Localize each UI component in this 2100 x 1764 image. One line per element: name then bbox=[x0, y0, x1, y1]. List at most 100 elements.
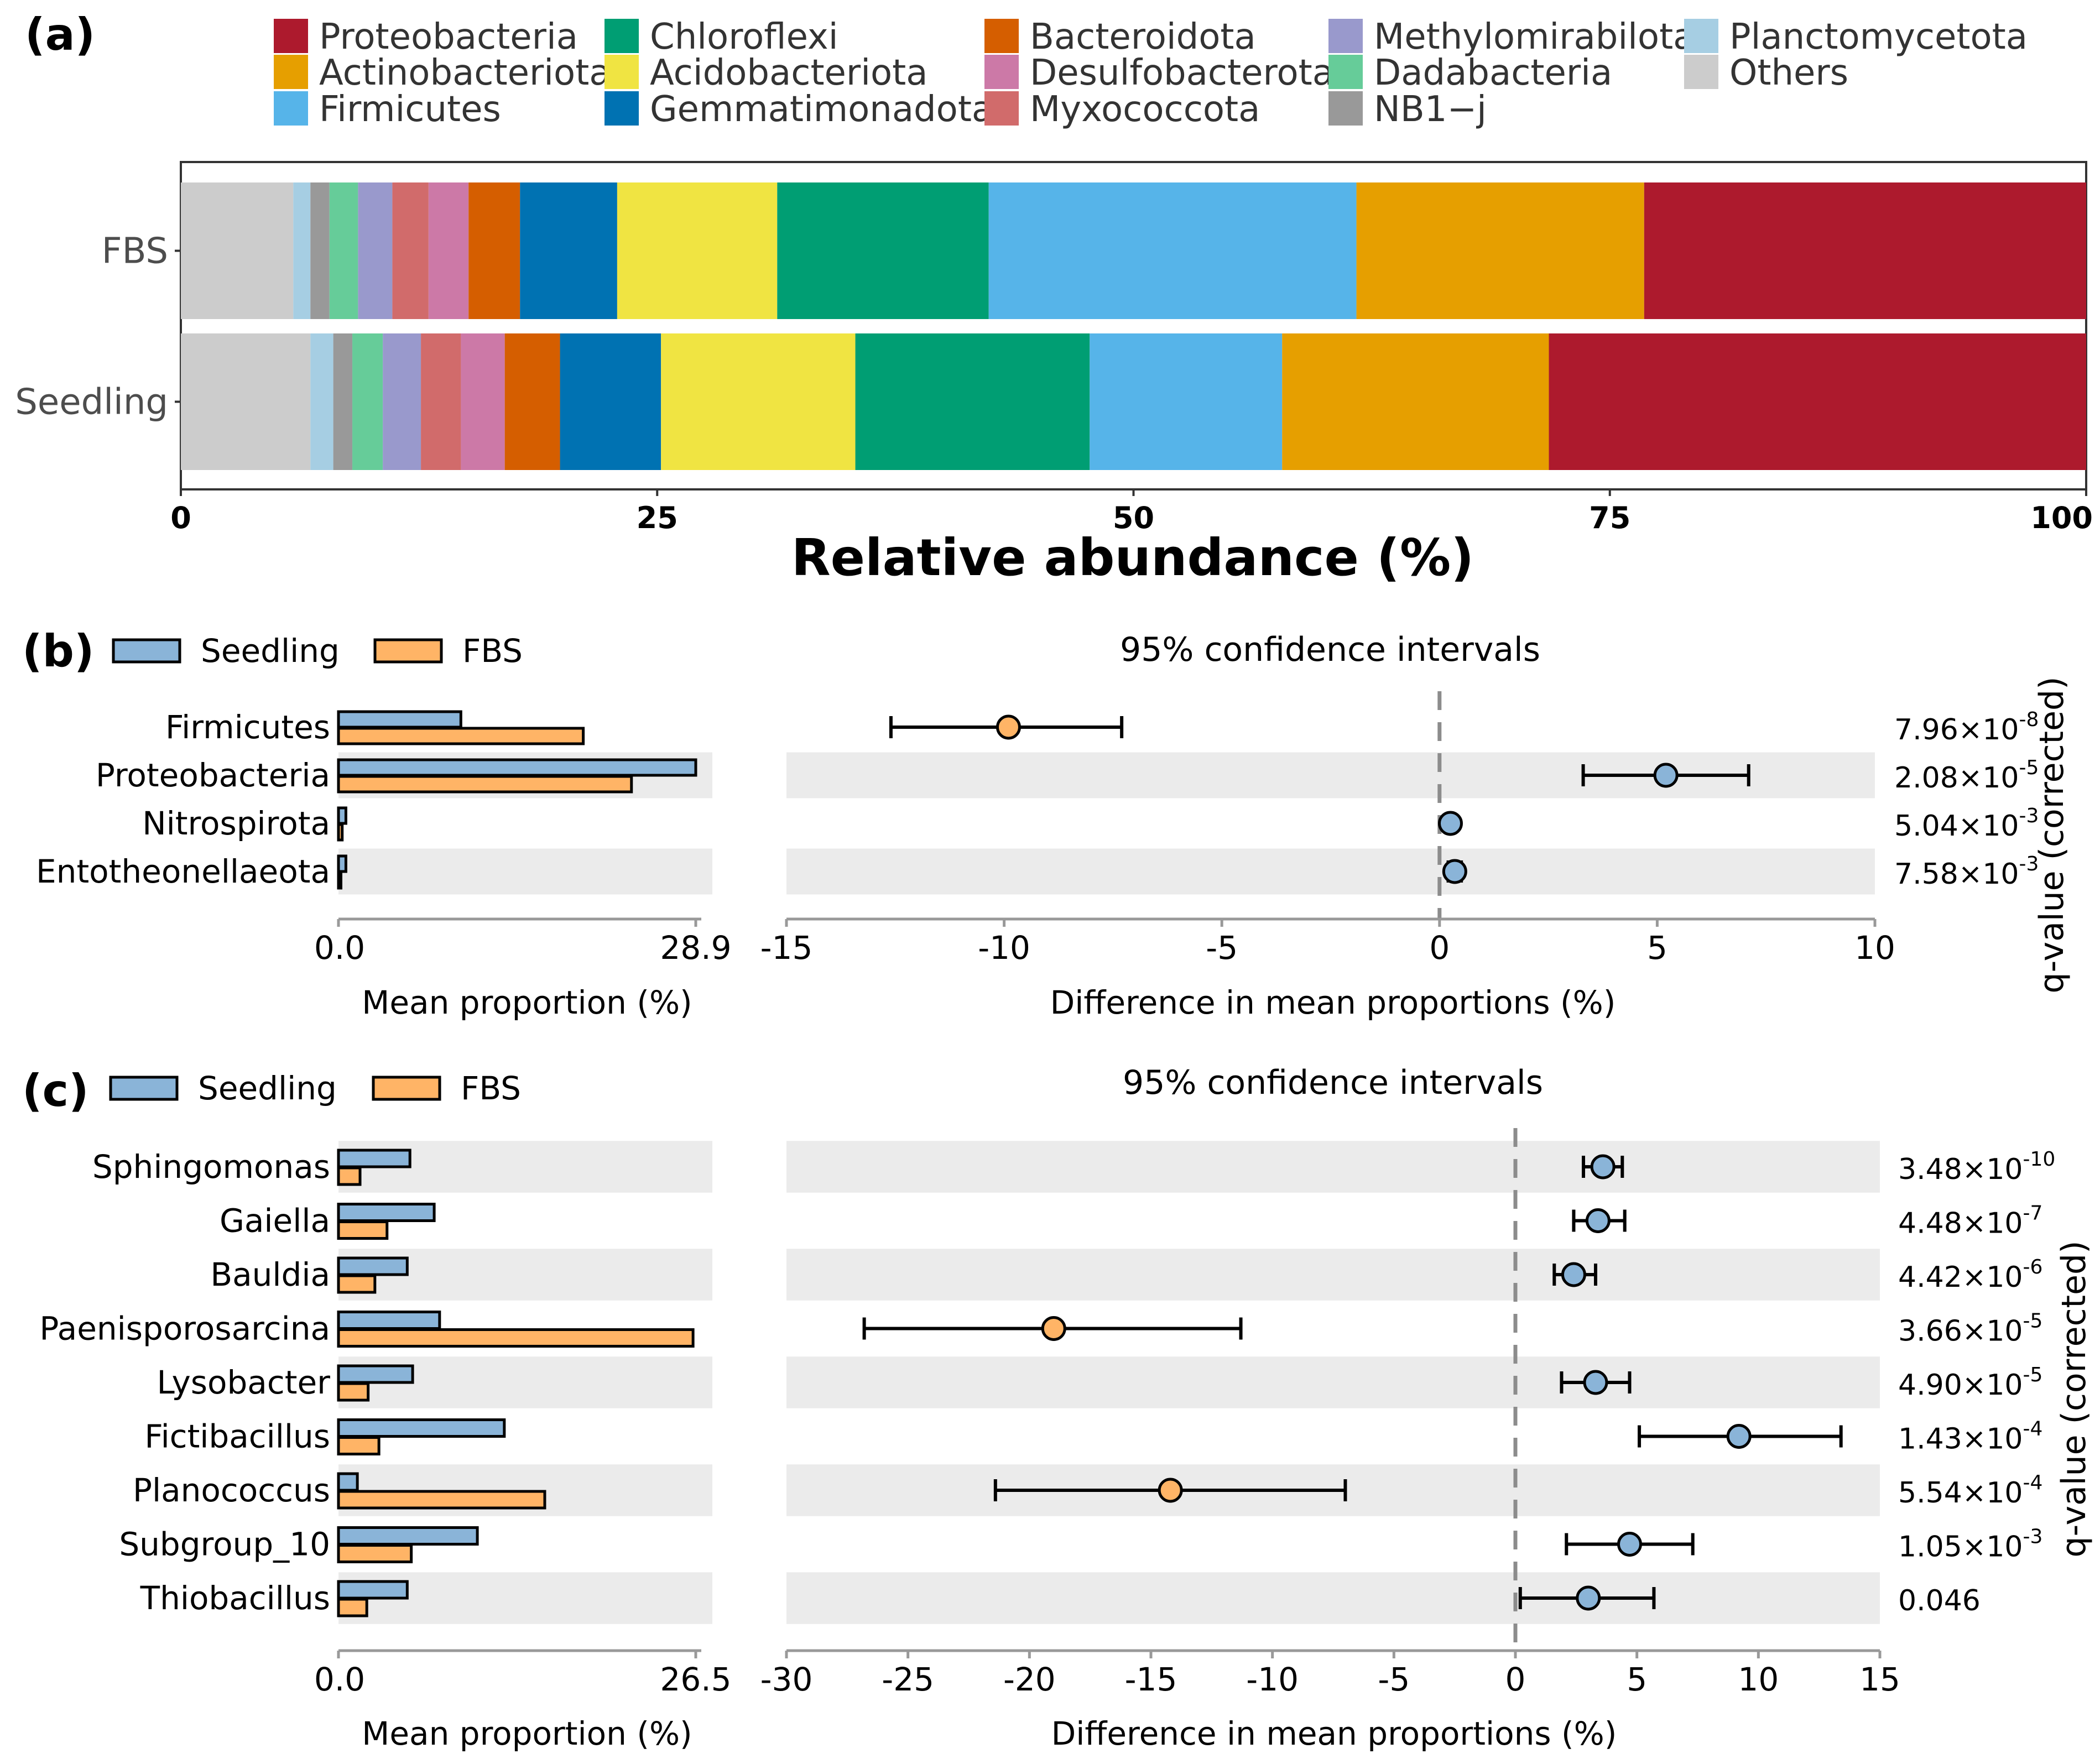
legend-label-myxococcota: Myxococcota bbox=[1030, 89, 1260, 130]
bar-fbs-chloroflexi bbox=[777, 182, 989, 319]
ci-x-tick-label-20: -20 bbox=[1003, 1661, 1056, 1698]
bar-seedling-dadabacteria bbox=[352, 333, 383, 470]
bar-fbs-bacteroidota bbox=[468, 182, 520, 319]
legend-swatch-others bbox=[1684, 55, 1718, 89]
panel-a: (a) Proteobacteria Chloroflexi Bacteroidot… bbox=[15, 9, 2093, 587]
legend-swatch-planctomycetota bbox=[1684, 19, 1718, 53]
panel-c-right-x-title: Difference in mean proportions (%) bbox=[1051, 1715, 1617, 1752]
panel-c-ci-title: 95% confidence intervals bbox=[1123, 1063, 1543, 1102]
bar-seedling-proteobacteria bbox=[337, 758, 697, 777]
bar-fbs-actinobacteriota bbox=[1356, 182, 1644, 319]
ci-point-subgroup-10 bbox=[1617, 1532, 1642, 1557]
legend-label-bacteroidota: Bacteroidota bbox=[1030, 17, 1256, 58]
ci-x-tick-label-10: 10 bbox=[1854, 929, 1895, 967]
ci-x-tick-label-10: 10 bbox=[1738, 1661, 1779, 1698]
ci-row-shading-lysobacter bbox=[786, 1356, 1880, 1408]
bar-seedling-proteobacteria bbox=[1549, 333, 2086, 470]
panel-c-mean-proportion-bars: Sphingomonas Gaiella Bauldia Paenisporosarc… bbox=[39, 1141, 732, 1698]
ci-point-thiobacillus bbox=[1576, 1585, 1601, 1611]
left-x-tick-label-28-9: 28.9 bbox=[660, 929, 731, 967]
q-value-nitrospirota: 5.04×10-3 bbox=[1894, 805, 2039, 843]
category-label-bauldia: Bauldia bbox=[210, 1256, 330, 1293]
panel-a-legend: Proteobacteria Chloroflexi Bacteroidota Met… bbox=[274, 17, 2028, 130]
q-value-subgroup-10: 1.05×10-3 bbox=[1898, 1526, 2042, 1564]
panel-b-mean-proportion-bars: Firmicutes Proteobacteria Nitrospirota Ento… bbox=[36, 708, 732, 967]
bar-seedling-bauldia bbox=[337, 1256, 409, 1276]
category-label-fbs: FBS bbox=[102, 231, 168, 272]
bar-fbs-gaiella bbox=[337, 1220, 389, 1240]
category-label-planococcus: Planococcus bbox=[133, 1471, 330, 1509]
ci-point-bauldia bbox=[1561, 1262, 1586, 1287]
q-value-bauldia: 4.42×10-6 bbox=[1898, 1256, 2042, 1294]
ci-x-tick-label-25: -25 bbox=[882, 1661, 934, 1698]
category-label-fictibacillus: Fictibacillus bbox=[144, 1418, 330, 1455]
legend-label-acidobacteriota: Acidobacteriota bbox=[650, 53, 927, 93]
bar-seedling-gaiella bbox=[337, 1203, 436, 1222]
category-label-nitrospirota: Nitrospirota bbox=[142, 805, 330, 842]
ci-point-nitrospirota bbox=[1437, 811, 1463, 836]
bar-fbs-dadabacteria bbox=[329, 182, 358, 319]
panel-a-label: (a) bbox=[25, 9, 95, 60]
panel-b-label: (b) bbox=[22, 625, 94, 677]
panel-c: (c) Seedling FBS 95% confidence intervals… bbox=[22, 1063, 2093, 1752]
panel-b-ci-title: 95% confidence intervals bbox=[1120, 630, 1540, 669]
q-value-gaiella: 4.48×10-7 bbox=[1898, 1202, 2042, 1240]
bar-seedling-chloroflexi bbox=[855, 333, 1090, 470]
ci-point-lysobacter bbox=[1583, 1370, 1608, 1395]
panel-c-q-axis-title: q-value (corrected) bbox=[2055, 1241, 2093, 1558]
bar-seedling-paenisporosarcina bbox=[337, 1311, 441, 1330]
legend-label-nb1-j: NB1−j bbox=[1374, 89, 1487, 130]
q-value-firmicutes: 7.96×10-8 bbox=[1894, 708, 2039, 747]
legend-swatch-seedling bbox=[109, 1076, 179, 1101]
panel-c-confidence-intervals: 3.48×10-10 4.48×10-7 4.42×10-6 3.66×10-5 4.9… bbox=[760, 1128, 2055, 1698]
bar-seedling-planococcus bbox=[337, 1472, 359, 1492]
bar-seedling-nitrospirota bbox=[337, 806, 347, 825]
bar-seedling-others bbox=[181, 333, 311, 470]
legend-swatch-nb1-j bbox=[1328, 91, 1363, 126]
ci-x-tick-label-10: -10 bbox=[1246, 1661, 1299, 1698]
ci-x-tick-label-15: 15 bbox=[1859, 1661, 1900, 1698]
bar-seedling-firmicutes bbox=[337, 710, 462, 729]
bar-fbs-lysobacter bbox=[337, 1382, 370, 1402]
legend-label-dadabacteria: Dadabacteria bbox=[1374, 53, 1612, 93]
legend-swatch-methylomirabilota bbox=[1328, 19, 1363, 53]
bar-fbs-entotheonellaeota bbox=[337, 871, 342, 890]
bar-seedling-planctomycetota bbox=[310, 333, 334, 470]
legend-label-desulfobacterota: Desulfobacterota bbox=[1030, 53, 1334, 93]
panel-b-q-axis-title: q-value (corrected) bbox=[2033, 677, 2071, 994]
ci-x-tick-label-10: -10 bbox=[978, 929, 1030, 967]
legend-swatch-fbs bbox=[372, 1076, 441, 1101]
legend-swatch-proteobacteria bbox=[274, 19, 308, 53]
ci-row-shading-sphingomonas bbox=[786, 1141, 1880, 1193]
q-value-proteobacteria: 2.08×10-5 bbox=[1894, 756, 2039, 795]
bar-seedling-acidobacteriota bbox=[661, 333, 856, 470]
legend-label-proteobacteria: Proteobacteria bbox=[319, 17, 578, 58]
category-label-thiobacillus: Thiobacillus bbox=[140, 1579, 330, 1617]
panel-a-category-labels: FBS Seedling bbox=[15, 231, 181, 423]
category-label-paenisporosarcina: Paenisporosarcina bbox=[39, 1310, 330, 1348]
panel-b: (b) Seedling FBS 95% confidence intervals… bbox=[22, 625, 2071, 1021]
legend-label-seedling: Seedling bbox=[198, 1069, 337, 1107]
category-label-sphingomonas: Sphingomonas bbox=[92, 1148, 330, 1186]
ci-point-gaiella bbox=[1585, 1208, 1611, 1233]
legend-swatch-acidobacteriota bbox=[605, 55, 639, 89]
ci-x-tick-label-5: 5 bbox=[1647, 929, 1668, 967]
legend-label-chloroflexi: Chloroflexi bbox=[650, 17, 838, 58]
legend-label-fbs: FBS bbox=[461, 1069, 521, 1107]
ci-row-shading-thiobacillus bbox=[786, 1572, 1880, 1624]
ci-x-tick-label-0: 0 bbox=[1429, 929, 1450, 967]
legend-swatch-myxococcota bbox=[984, 91, 1019, 126]
ci-point-fictibacillus bbox=[1726, 1424, 1752, 1449]
bar-fbs-nitrospirota bbox=[337, 823, 344, 842]
category-label-lysobacter: Lysobacter bbox=[157, 1364, 330, 1401]
ci-x-tick-label-30: -30 bbox=[760, 1661, 813, 1698]
x-tick-label-25: 25 bbox=[637, 500, 678, 535]
x-tick-label-0: 0 bbox=[170, 500, 191, 535]
bar-fbs-desulfobacterota bbox=[428, 182, 469, 319]
bar-seedling-lysobacter bbox=[337, 1364, 414, 1384]
category-label-entotheonellaeota: Entotheonellaeota bbox=[36, 853, 330, 890]
legend-label-seedling: Seedling bbox=[201, 632, 340, 670]
ci-row-shading-entotheonellaeota bbox=[786, 848, 1875, 895]
bar-seedling-firmicutes bbox=[1090, 333, 1283, 470]
